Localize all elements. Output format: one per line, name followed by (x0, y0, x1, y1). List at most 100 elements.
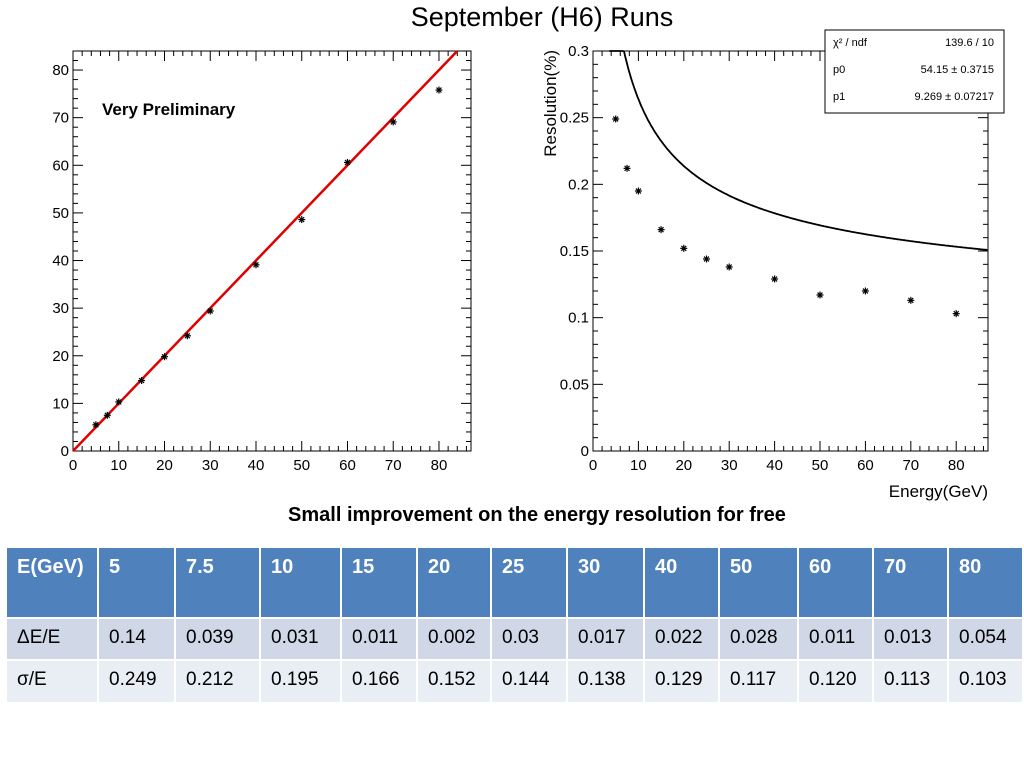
table-cell: 0.113 (873, 660, 949, 702)
y-tick-label: 70 (52, 110, 69, 127)
table-header-cell: 5 (98, 548, 176, 619)
table-cell: 0.212 (175, 660, 261, 702)
table-header-cell: 20 (417, 548, 492, 619)
data-point (298, 216, 306, 224)
table-cell: 0.017 (567, 618, 645, 661)
y-tick-label: 0 (581, 443, 589, 460)
x-tick-label: 20 (675, 457, 692, 474)
data-point (92, 421, 100, 429)
table-header-cell: 80 (948, 548, 1024, 619)
y-tick-label: 0.2 (568, 176, 589, 193)
data-point (634, 187, 642, 195)
stats-value: 9.269 ± 0.07217 (915, 91, 994, 103)
data-point (680, 244, 688, 252)
fit-curve (609, 50, 988, 251)
y-tick-label: 80 (52, 62, 69, 79)
table-cell: 0.028 (719, 618, 799, 661)
data-point (861, 287, 869, 295)
table-cell: 0.129 (644, 660, 720, 702)
y-tick-label: 0.15 (560, 243, 589, 260)
x-tick-label: 40 (248, 457, 265, 474)
stats-label: p1 (833, 91, 845, 103)
table-cell: 0.054 (948, 618, 1024, 661)
stats-value: 54.15 ± 0.3715 (921, 64, 994, 76)
table-header-cell: 60 (798, 548, 874, 619)
table-header-cell: 30 (567, 548, 645, 619)
stats-label: χ² / ndf (833, 37, 868, 49)
data-point (206, 307, 214, 315)
table-cell: 0.117 (719, 660, 799, 702)
table-header-row: E(GeV) 5 7.5 10 15 20 25 30 40 50 60 70 … (7, 548, 1024, 619)
stats-value: 139.6 / 10 (945, 37, 994, 49)
x-tick-label: 0 (589, 457, 597, 474)
data-point (160, 353, 168, 361)
table-header-cell: 15 (341, 548, 418, 619)
table-row: σ/E 0.249 0.212 0.195 0.166 0.152 0.144 … (7, 660, 1024, 702)
table-cell: 0.002 (417, 618, 492, 661)
x-tick-label: 80 (431, 457, 448, 474)
y-tick-label: 0.05 (560, 376, 589, 393)
y-tick-label: 0 (61, 443, 69, 460)
table-cell: 0.152 (417, 660, 492, 702)
x-tick-label: 20 (156, 457, 173, 474)
y-tick-label: 50 (52, 205, 69, 222)
data-point (703, 255, 711, 263)
data-point (389, 118, 397, 126)
slide-title: September (H6) Runs (410, 2, 674, 32)
data-point (952, 310, 960, 318)
table-header-cell: 10 (260, 548, 342, 619)
x-tick-label: 50 (293, 457, 310, 474)
table-cell: 0.138 (567, 660, 645, 702)
data-point (103, 411, 111, 419)
data-point (816, 291, 824, 299)
data-point (907, 296, 915, 304)
y-tick-label: 10 (52, 395, 69, 412)
table-header-cell: E(GeV) (7, 548, 99, 619)
data-point (771, 275, 779, 283)
y-tick-label: 40 (52, 253, 69, 270)
table-header-cell: 50 (719, 548, 799, 619)
data-point (657, 226, 665, 234)
x-tick-label: 10 (110, 457, 127, 474)
x-tick-label: 50 (812, 457, 829, 474)
table-header-cell: 25 (491, 548, 568, 619)
table-cell: 0.249 (98, 660, 176, 702)
y-tick-label: 30 (52, 300, 69, 317)
fit-line (72, 50, 459, 452)
table-cell: 0.013 (873, 618, 949, 661)
stats-box (824, 29, 1005, 114)
y-tick-label: 60 (52, 157, 69, 174)
table-cell: 0.103 (948, 660, 1024, 702)
table-cell: 0.14 (98, 618, 176, 661)
table-cell: 0.039 (175, 618, 261, 661)
x-tick-label: 0 (69, 457, 77, 474)
table-header-cell: 40 (644, 548, 720, 619)
table-row: ΔE/E 0.14 0.039 0.031 0.011 0.002 0.03 0… (7, 618, 1024, 661)
table-cell: 0.022 (644, 618, 720, 661)
plot-frame (592, 50, 989, 452)
table-cell: 0.166 (341, 660, 418, 702)
x-tick-label: 80 (948, 457, 965, 474)
table-cell: 0.120 (798, 660, 874, 702)
plot-frame (72, 50, 472, 452)
table-cell: 0.03 (491, 618, 568, 661)
table-cell: 0.144 (491, 660, 568, 702)
data-point (115, 398, 123, 406)
data-point (343, 158, 351, 166)
x-tick-label: 30 (721, 457, 738, 474)
x-axis-label: Energy(GeV) (889, 482, 988, 501)
table-cell: ΔE/E (7, 618, 99, 661)
y-tick-label: 0.1 (568, 310, 589, 327)
linearity-chart: 0 10 20 30 40 50 60 70 80 0 10 20 30 40 50 60 70 80 Very P… (52, 50, 472, 474)
caption: Small improvement on the energy resoluti… (288, 504, 786, 526)
x-tick-label: 70 (385, 457, 402, 474)
x-tick-label: 40 (766, 457, 783, 474)
data-point (725, 263, 733, 271)
table-cell: σ/E (7, 660, 99, 702)
table-header-cell: 70 (873, 548, 949, 619)
data-point (623, 164, 631, 172)
x-tick-label: 30 (202, 457, 219, 474)
x-tick-label: 60 (339, 457, 356, 474)
data-point (252, 261, 260, 269)
x-tick-label: 70 (902, 457, 919, 474)
